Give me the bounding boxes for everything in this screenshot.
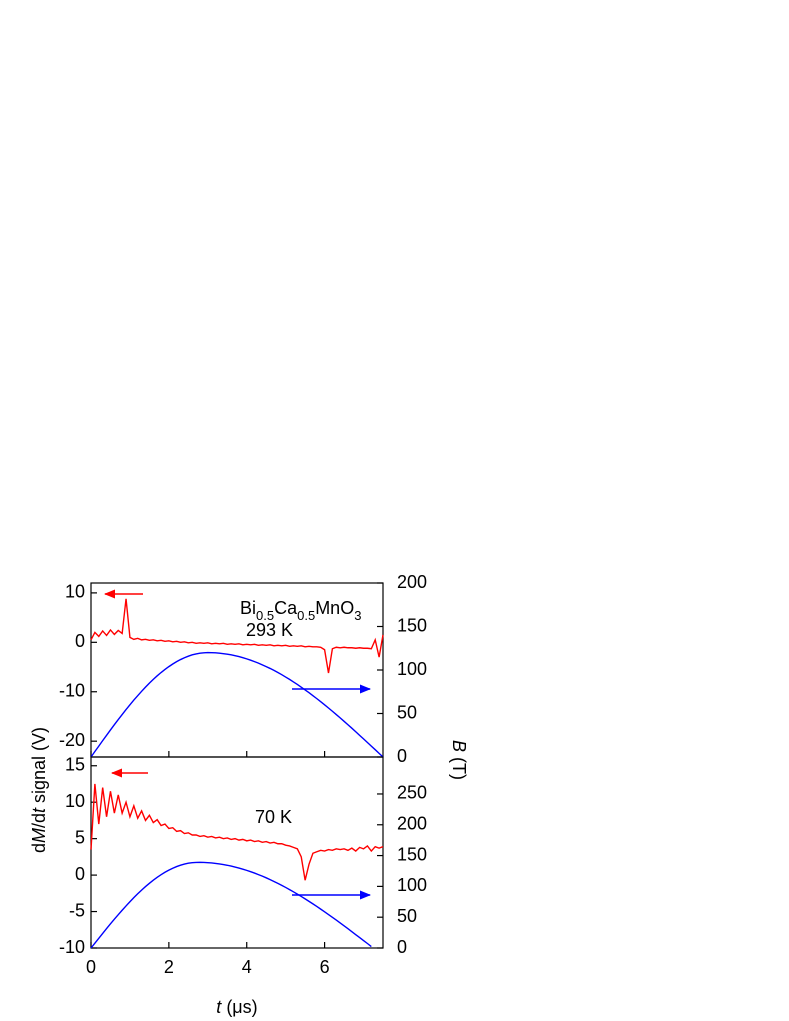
y-tick-label: -10 [59, 681, 85, 701]
text-part: 3 [354, 608, 361, 623]
annotation: 293 K [246, 620, 293, 640]
text-part: B [449, 740, 469, 752]
y-tick-label: 0 [75, 864, 85, 884]
y-tick-label: -20 [59, 730, 85, 750]
text-part: MnO [315, 598, 354, 618]
y-tick-label: -10 [59, 937, 85, 957]
data-line [90, 783, 384, 881]
y2-tick-label: 200 [397, 572, 427, 592]
plot-frame [90, 756, 384, 949]
x-tick-label: 6 [320, 957, 330, 977]
text-part: t [216, 997, 222, 1017]
y2-tick-label: 50 [397, 906, 417, 926]
annotation: 70 K [255, 807, 292, 827]
y-tick-label: 0 [75, 631, 85, 651]
text-part: 0.5 [297, 608, 315, 623]
text-part: (T) [449, 752, 469, 780]
y-tick-label: 10 [65, 791, 85, 811]
data-line [90, 598, 384, 674]
y2-tick-label: 150 [397, 844, 427, 864]
text-part: Bi [240, 598, 256, 618]
y2-tick-label: 0 [397, 937, 407, 957]
y2-tick-label: 250 [397, 783, 427, 803]
text-part: t [29, 807, 49, 813]
y-tick-label: -5 [69, 900, 85, 920]
text-part: 0.5 [256, 608, 274, 623]
y-tick-label: 5 [75, 827, 85, 847]
text-part: M [29, 828, 49, 843]
x-tick-label: 0 [86, 957, 96, 977]
text-part: signal (V) [29, 727, 49, 808]
x-axis-label: t (μs) [216, 997, 257, 1017]
y2-tick-label: 200 [397, 814, 427, 834]
y-tick-label: 10 [65, 582, 85, 602]
text-part: 293 K [246, 620, 293, 640]
text-part: (μs) [221, 997, 257, 1017]
text-part: Ca [274, 598, 298, 618]
data-line [90, 651, 384, 758]
x-tick-label: 2 [164, 957, 174, 977]
text-part: /d [29, 813, 49, 828]
y-tick-label: 15 [65, 754, 85, 774]
y2-tick-label: 150 [397, 615, 427, 635]
text-part: d [29, 843, 49, 853]
y2-tick-label: 100 [397, 875, 427, 895]
y-axis-label: dM/dt signal (V) [29, 727, 49, 853]
y2-tick-label: 50 [397, 702, 417, 722]
annotation: Bi0.5Ca0.5MnO3 [240, 598, 361, 623]
x-tick-label: 4 [242, 957, 252, 977]
y2-axis-label: B (T) [449, 740, 469, 780]
y2-tick-label: 0 [397, 746, 407, 766]
text-part: 70 K [255, 807, 292, 827]
data-line [90, 861, 372, 949]
y2-tick-label: 100 [397, 659, 427, 679]
